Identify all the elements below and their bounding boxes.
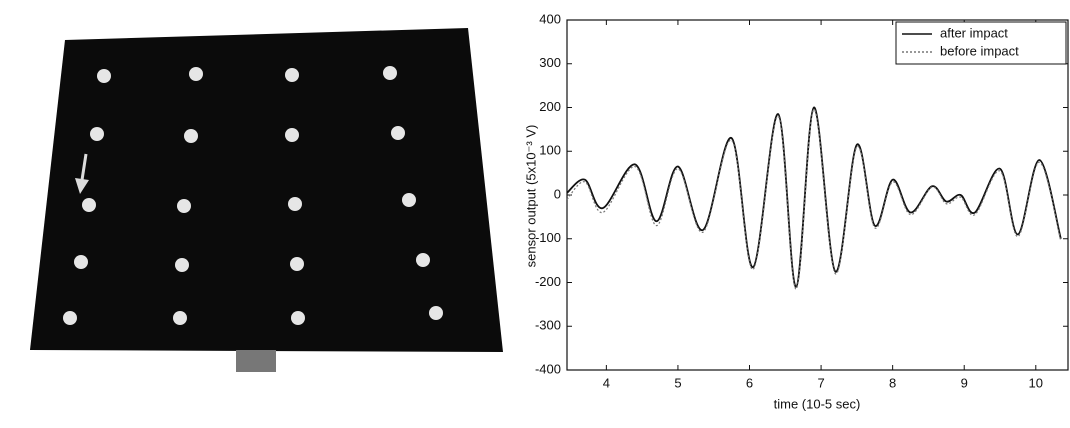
x-tick-label: 5	[674, 375, 681, 390]
arrow	[80, 153, 88, 181]
x-axis-label: time (10-5 sec)	[774, 396, 861, 411]
y-tick-label: 300	[539, 55, 561, 70]
legend-label: after impact	[940, 25, 1008, 40]
photo	[30, 28, 503, 372]
plot-frame	[566, 19, 1069, 371]
y-axis-label: sensor output (5x10⁻³ V)	[523, 125, 538, 268]
x-tick-label: 9	[961, 375, 968, 390]
arrow-head	[75, 178, 89, 194]
y-tick-label: -300	[535, 318, 561, 333]
y-tick-label: 0	[554, 186, 561, 201]
chart: sensor output (5x10⁻³ V) time (10-5 sec)…	[523, 11, 1069, 411]
x-tick-label: 6	[746, 375, 753, 390]
x-tick-label: 4	[603, 375, 610, 390]
y-tick-label: -400	[535, 361, 561, 376]
y-tick-label: 100	[539, 143, 561, 158]
sensor-dots	[63, 66, 443, 325]
x-tick-label: 10	[1029, 375, 1043, 390]
y-tick-label: 200	[539, 99, 561, 114]
y-tick-label: -100	[535, 230, 561, 245]
series-line	[566, 106, 1062, 288]
plate	[30, 28, 503, 352]
x-tick-label: 8	[889, 375, 896, 390]
legend-box	[895, 21, 1067, 65]
y-tick-label: -200	[535, 274, 561, 289]
y-tick-label: 400	[539, 11, 561, 26]
x-tick-label: 7	[817, 375, 824, 390]
series-line	[566, 109, 1062, 290]
connector	[236, 350, 276, 372]
legend-label: before impact	[940, 43, 1019, 58]
